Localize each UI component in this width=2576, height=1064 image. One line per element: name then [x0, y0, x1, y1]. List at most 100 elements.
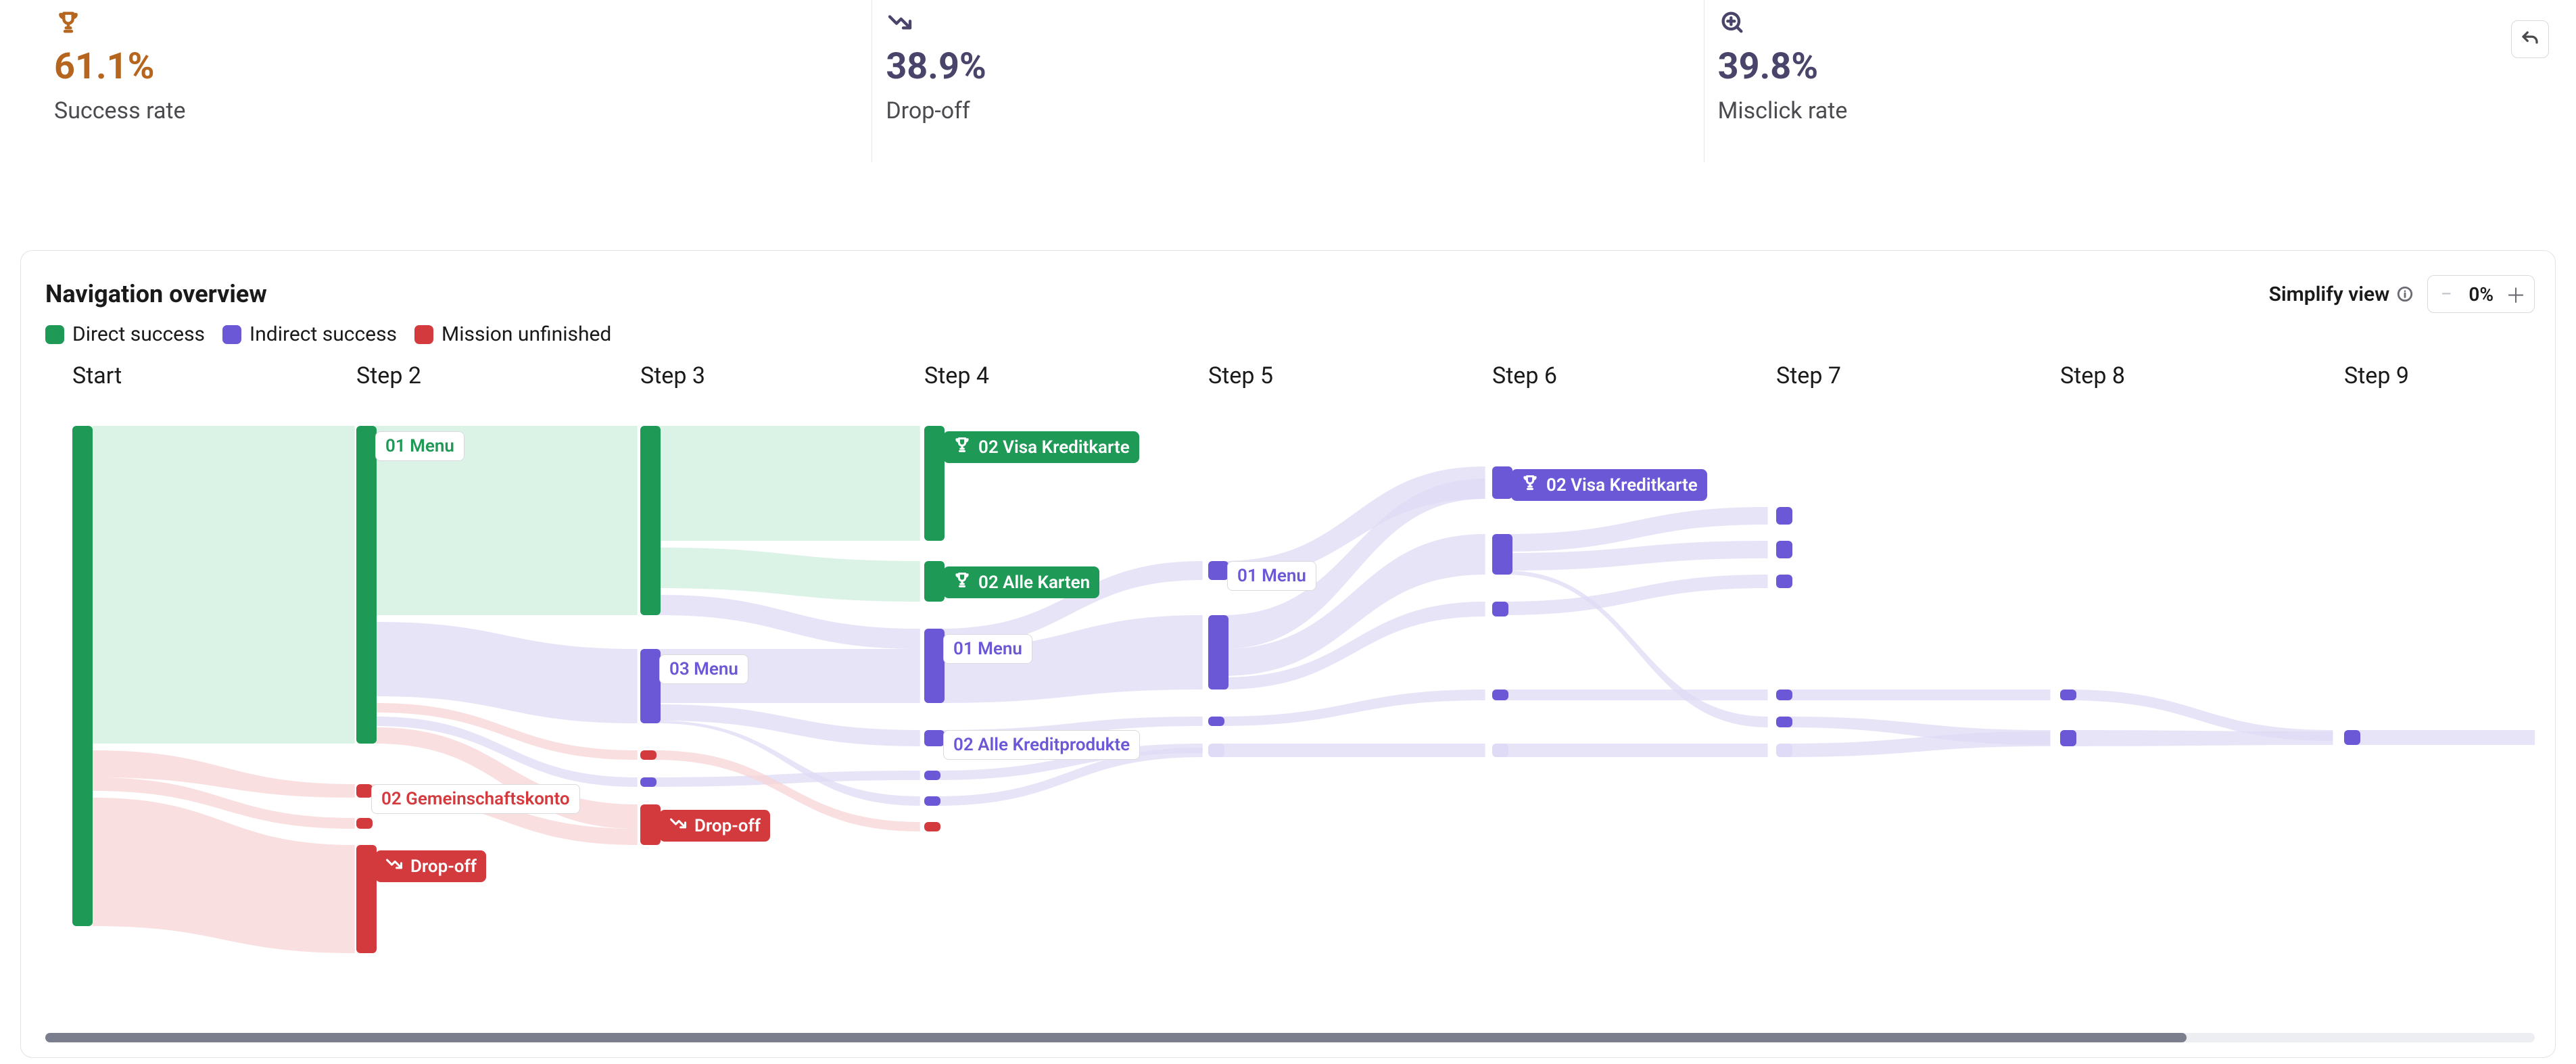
- sankey-node[interactable]: [1492, 466, 1512, 499]
- sankey-node[interactable]: [2344, 730, 2360, 745]
- sankey-node[interactable]: [356, 845, 377, 953]
- pill-text: 01 Menu: [385, 436, 454, 456]
- sankey-node[interactable]: [1208, 744, 1224, 757]
- metric-success: 61.1%Success rate: [41, 0, 872, 162]
- sankey-flow[interactable]: [1501, 575, 1767, 615]
- legend-label: Mission unfinished: [442, 322, 611, 346]
- sankey-node[interactable]: [924, 796, 940, 806]
- sankey-flow[interactable]: [658, 595, 920, 649]
- sankey-node-label[interactable]: 01 Menu: [1227, 561, 1316, 591]
- sankey-node[interactable]: [1492, 690, 1508, 700]
- simplify-view-control[interactable]: Simplify view: [2269, 283, 2414, 306]
- trophy-icon: [54, 8, 82, 37]
- pill-text: Drop-off: [410, 856, 477, 877]
- sankey-node[interactable]: [1208, 717, 1224, 726]
- sankey-flow[interactable]: [2066, 730, 2333, 746]
- sankey-node[interactable]: [640, 804, 661, 845]
- sankey-node[interactable]: [1492, 534, 1512, 575]
- sankey-node[interactable]: [1776, 717, 1792, 727]
- sankey-node-label[interactable]: 02 Alle Karten: [943, 566, 1099, 598]
- metric-value: 39.8%: [1718, 49, 2522, 85]
- sankey-node[interactable]: [2060, 730, 2076, 746]
- zoom-value: 0%: [2464, 283, 2498, 306]
- sankey-node-label[interactable]: 02 Visa Kreditkarte: [943, 431, 1139, 463]
- sankey-node-label[interactable]: 03 Menu: [659, 654, 748, 684]
- panel-title: Navigation overview: [45, 280, 267, 308]
- step-header: Step 8: [2060, 362, 2125, 389]
- sankey-node-label[interactable]: Drop-off: [375, 850, 486, 882]
- pill-text: 02 Visa Kreditkarte: [1546, 475, 1698, 495]
- sankey-flow[interactable]: [1784, 690, 2050, 700]
- sankey-node[interactable]: [924, 426, 945, 541]
- sankey-node[interactable]: [356, 818, 373, 829]
- zoom-in-button[interactable]: ＋: [2498, 276, 2534, 312]
- sankey-node[interactable]: [924, 771, 940, 780]
- sankey-flow[interactable]: [1501, 744, 1767, 757]
- metric-misclick: 39.8%Misclick rate: [1704, 0, 2535, 162]
- sankey-node[interactable]: [72, 426, 93, 926]
- sankey-node[interactable]: [924, 561, 945, 602]
- sankey-node[interactable]: [1492, 744, 1508, 757]
- sankey-node[interactable]: [356, 426, 377, 744]
- sankey-node[interactable]: [640, 649, 661, 723]
- sankey-node[interactable]: [924, 822, 940, 831]
- metric-value: 38.9%: [886, 49, 1690, 85]
- sankey-node[interactable]: [1208, 561, 1229, 580]
- sankey-node-label[interactable]: 01 Menu: [943, 634, 1032, 664]
- trend-down-icon: [886, 8, 914, 37]
- sankey-node-label[interactable]: 01 Menu: [375, 431, 464, 461]
- sankey-node-label[interactable]: Drop-off: [659, 810, 770, 842]
- legend-swatch: [414, 325, 433, 344]
- sankey-node[interactable]: [1776, 744, 1792, 757]
- sankey-flow[interactable]: [1501, 690, 1767, 700]
- metric-dropoff: 38.9% Drop-off: [872, 0, 1703, 162]
- pill-text: 01 Menu: [953, 639, 1022, 659]
- pill-text: Drop-off: [694, 816, 761, 836]
- info-icon: [2396, 285, 2414, 303]
- sankey-flow[interactable]: [1219, 744, 1485, 757]
- sankey-node[interactable]: [1776, 690, 1792, 700]
- trend-down-icon: [385, 854, 404, 878]
- undo-button[interactable]: [2511, 20, 2549, 58]
- scrollbar-thumb[interactable]: [45, 1033, 2187, 1042]
- metric-label: Drop-off: [886, 97, 1690, 124]
- sankey-node-label[interactable]: 02 Gemeinschaftskonto: [371, 784, 580, 814]
- zoom-out-button[interactable]: −: [2428, 276, 2464, 312]
- trend-down-icon: [669, 814, 688, 838]
- horizontal-scrollbar[interactable]: [45, 1033, 2535, 1042]
- pill-text: 02 Alle Karten: [978, 573, 1090, 593]
- pill-text: 02 Gemeinschaftskonto: [381, 789, 570, 809]
- sankey-area[interactable]: 01 Menu 02 Gemeinschaftskonto Drop-off 03 M…: [45, 426, 2535, 1014]
- step-header: Step 2: [356, 362, 421, 389]
- zoom-control: − 0% ＋: [2427, 275, 2535, 313]
- sankey-node[interactable]: [356, 784, 373, 798]
- legend-item: Direct success: [45, 322, 205, 346]
- sankey-node[interactable]: [924, 730, 945, 746]
- panel-controls: Simplify view − 0% ＋: [2269, 275, 2535, 313]
- sankey-node-label[interactable]: 02 Visa Kreditkarte: [1511, 469, 1707, 501]
- sankey-node[interactable]: [924, 629, 945, 703]
- sankey-node[interactable]: [640, 750, 657, 760]
- sankey-flow[interactable]: [2349, 730, 2535, 745]
- metric-value: 61.1%: [54, 49, 858, 85]
- step-header: Step 9: [2344, 362, 2409, 389]
- sankey-flow[interactable]: [1219, 690, 1485, 726]
- sankey-node-label[interactable]: 02 Alle Kreditprodukte: [943, 730, 1140, 760]
- sankey-flow[interactable]: [654, 771, 920, 787]
- sankey-flow[interactable]: [658, 548, 920, 602]
- sankey-flows: [45, 426, 2535, 1014]
- step-header: Step 7: [1776, 362, 1841, 389]
- sankey-flow[interactable]: [658, 426, 920, 541]
- sankey-node[interactable]: [2060, 690, 2076, 700]
- sankey-node[interactable]: [1776, 507, 1792, 525]
- step-header: Step 4: [924, 362, 989, 389]
- sankey-node[interactable]: [1492, 602, 1508, 616]
- legend-label: Indirect success: [249, 322, 397, 346]
- sankey-node[interactable]: [1776, 575, 1792, 588]
- zoom-in-icon: [1718, 8, 1746, 37]
- sankey-node[interactable]: [1208, 615, 1229, 690]
- sankey-node[interactable]: [1776, 541, 1792, 558]
- sankey-flow[interactable]: [93, 426, 355, 744]
- sankey-node[interactable]: [640, 426, 661, 615]
- sankey-node[interactable]: [640, 777, 657, 787]
